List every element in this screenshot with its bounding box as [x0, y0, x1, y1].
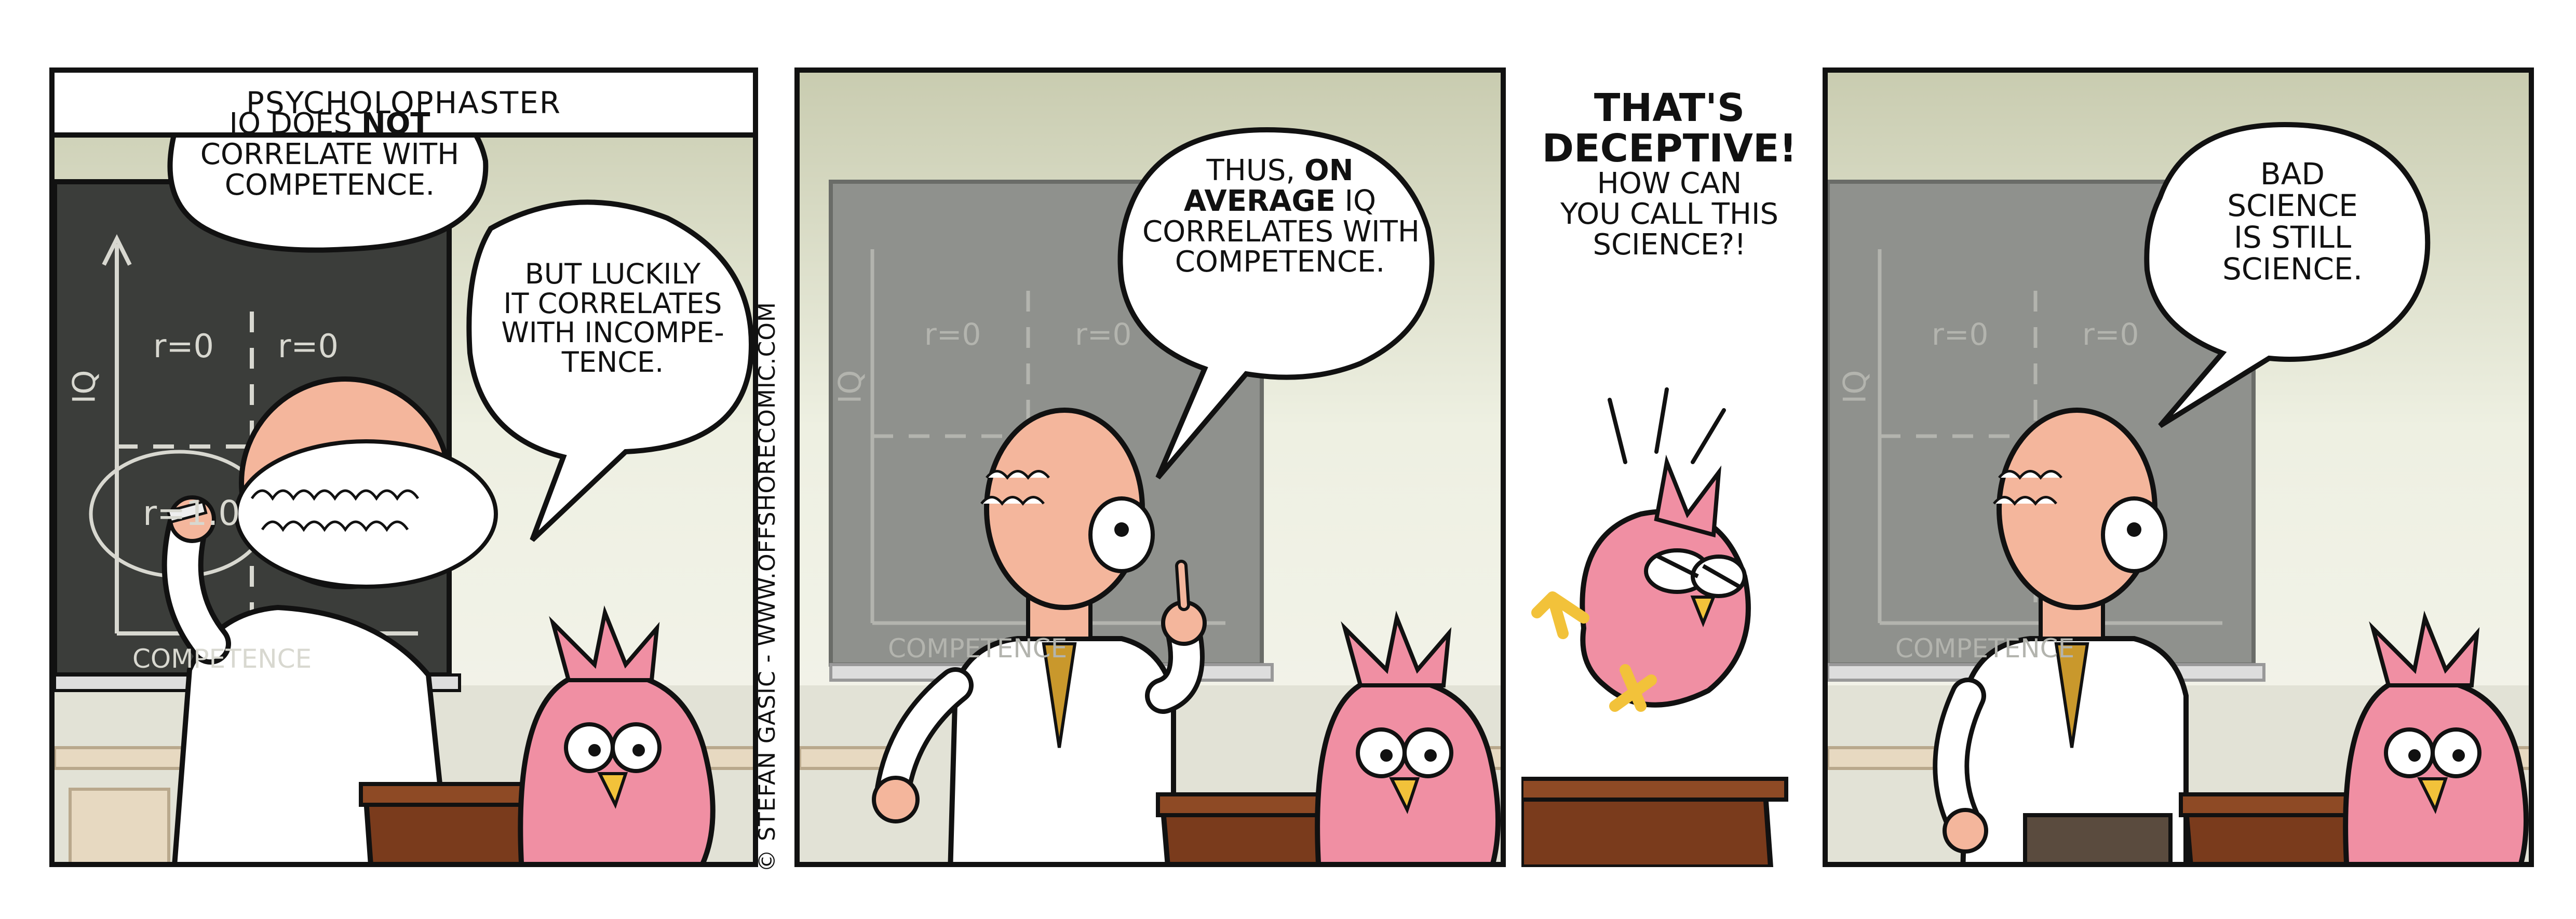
bird-jumping — [1580, 509, 1751, 708]
board-axis-y: IQ — [1837, 370, 1873, 404]
bubble-text: THUS, ON AVERAGE IQ CORRELATES WITH COMP… — [1142, 154, 1420, 279]
shout-line4: YOU CALL THIS — [1560, 197, 1778, 232]
panel-2: IQ r=0 r=0 COMPETENCE THUS, ON AVERAGE I… — [794, 67, 1506, 867]
board-axis-y: IQ — [66, 370, 103, 404]
board-axis-x: COMPETENCE — [1895, 633, 2075, 664]
shout-line3: HOW CAN — [1597, 167, 1742, 201]
panel-4: IQ r=0 r=0 COMPETENCE BAD SCIENCE IS STI… — [1823, 67, 2534, 867]
board-r0-right: r=0 — [2082, 317, 2139, 352]
speech-bubble-2 — [466, 199, 753, 542]
shout-line5: SCIENCE?! — [1593, 227, 1746, 262]
bubble-line4: SCIENCE. — [2222, 251, 2363, 287]
bubble-2-text: BUT LUCKILY IT CORRELATES WITH INCOMPE- … — [480, 258, 745, 379]
bubble-1-line2: CORRELATE WITH — [200, 137, 460, 171]
trousers — [2023, 813, 2173, 862]
podium — [1521, 792, 1774, 867]
bubble-2-line3: WITH INCOMPE- — [501, 316, 724, 349]
panel-3: THAT'S DECEPTIVE! HOW CAN YOU CALL THIS … — [1521, 67, 1817, 867]
bubble-line2a: AVERAGE — [1183, 184, 1336, 218]
speech-bubble — [1117, 127, 1435, 480]
bubble-line2: SCIENCE — [2227, 187, 2358, 223]
shout-line2: DECEPTIVE! — [1542, 126, 1797, 171]
panel-4-art — [1828, 121, 2529, 862]
panel-3-art — [1521, 387, 1817, 867]
bubble-1-line1b: NOT — [361, 107, 430, 141]
board-axis-x: COMPETENCE — [888, 633, 1068, 664]
board-r0-left: r=0 — [924, 317, 981, 352]
bubble-line4: COMPETENCE. — [1175, 245, 1385, 279]
bubble-line1b: ON — [1304, 154, 1354, 187]
panel-2-art — [800, 127, 1501, 862]
panel-1-art — [55, 80, 753, 862]
bubble-1-line1a: IQ DOES — [229, 107, 361, 141]
bubble-text: BAD SCIENCE IS STILL SCIENCE. — [2170, 158, 2415, 285]
comic-title: PSYCHOLOPHASTER — [246, 85, 562, 120]
professor-hair — [234, 439, 498, 589]
bubble-line3: IS STILL — [2233, 219, 2352, 255]
speech-bubble — [2144, 121, 2431, 428]
board-r0-right: r=0 — [1075, 317, 1132, 352]
bubble-2-line4: TENCE. — [561, 346, 664, 379]
board-axis-y: IQ — [832, 370, 869, 404]
bubble-line3: CORRELATES WITH — [1142, 214, 1420, 249]
board-r10: r=1.0 — [143, 493, 240, 533]
panel-1: PSYCHOLOPHASTER IQ r=0 r=0 r=1.0 COMPETE… — [49, 67, 758, 867]
board-r0-left: r=0 — [1932, 317, 1989, 352]
shout-text: THAT'S DECEPTIVE! HOW CAN YOU CALL THIS … — [1521, 88, 1817, 261]
bubble-1-text: IQ DOES NOT CORRELATE WITH COMPETENCE. — [184, 109, 475, 200]
board-axis-x: COMPETENCE — [132, 644, 312, 674]
bubble-2-line2: IT CORRELATES — [503, 287, 722, 320]
bubble-line1: BAD — [2260, 156, 2325, 192]
shout-line1: THAT'S — [1594, 86, 1745, 130]
bubble-line1a: THUS, — [1206, 154, 1304, 187]
comic-title-bar: PSYCHOLOPHASTER — [55, 73, 753, 138]
bubble-2-line1: BUT LUCKILY — [524, 258, 701, 290]
bubble-line2b: IQ — [1335, 184, 1377, 218]
board-r0-left: r=0 — [153, 327, 214, 365]
bubble-1-line3: COMPETENCE. — [224, 168, 435, 202]
board-r0-right: r=0 — [278, 327, 339, 365]
